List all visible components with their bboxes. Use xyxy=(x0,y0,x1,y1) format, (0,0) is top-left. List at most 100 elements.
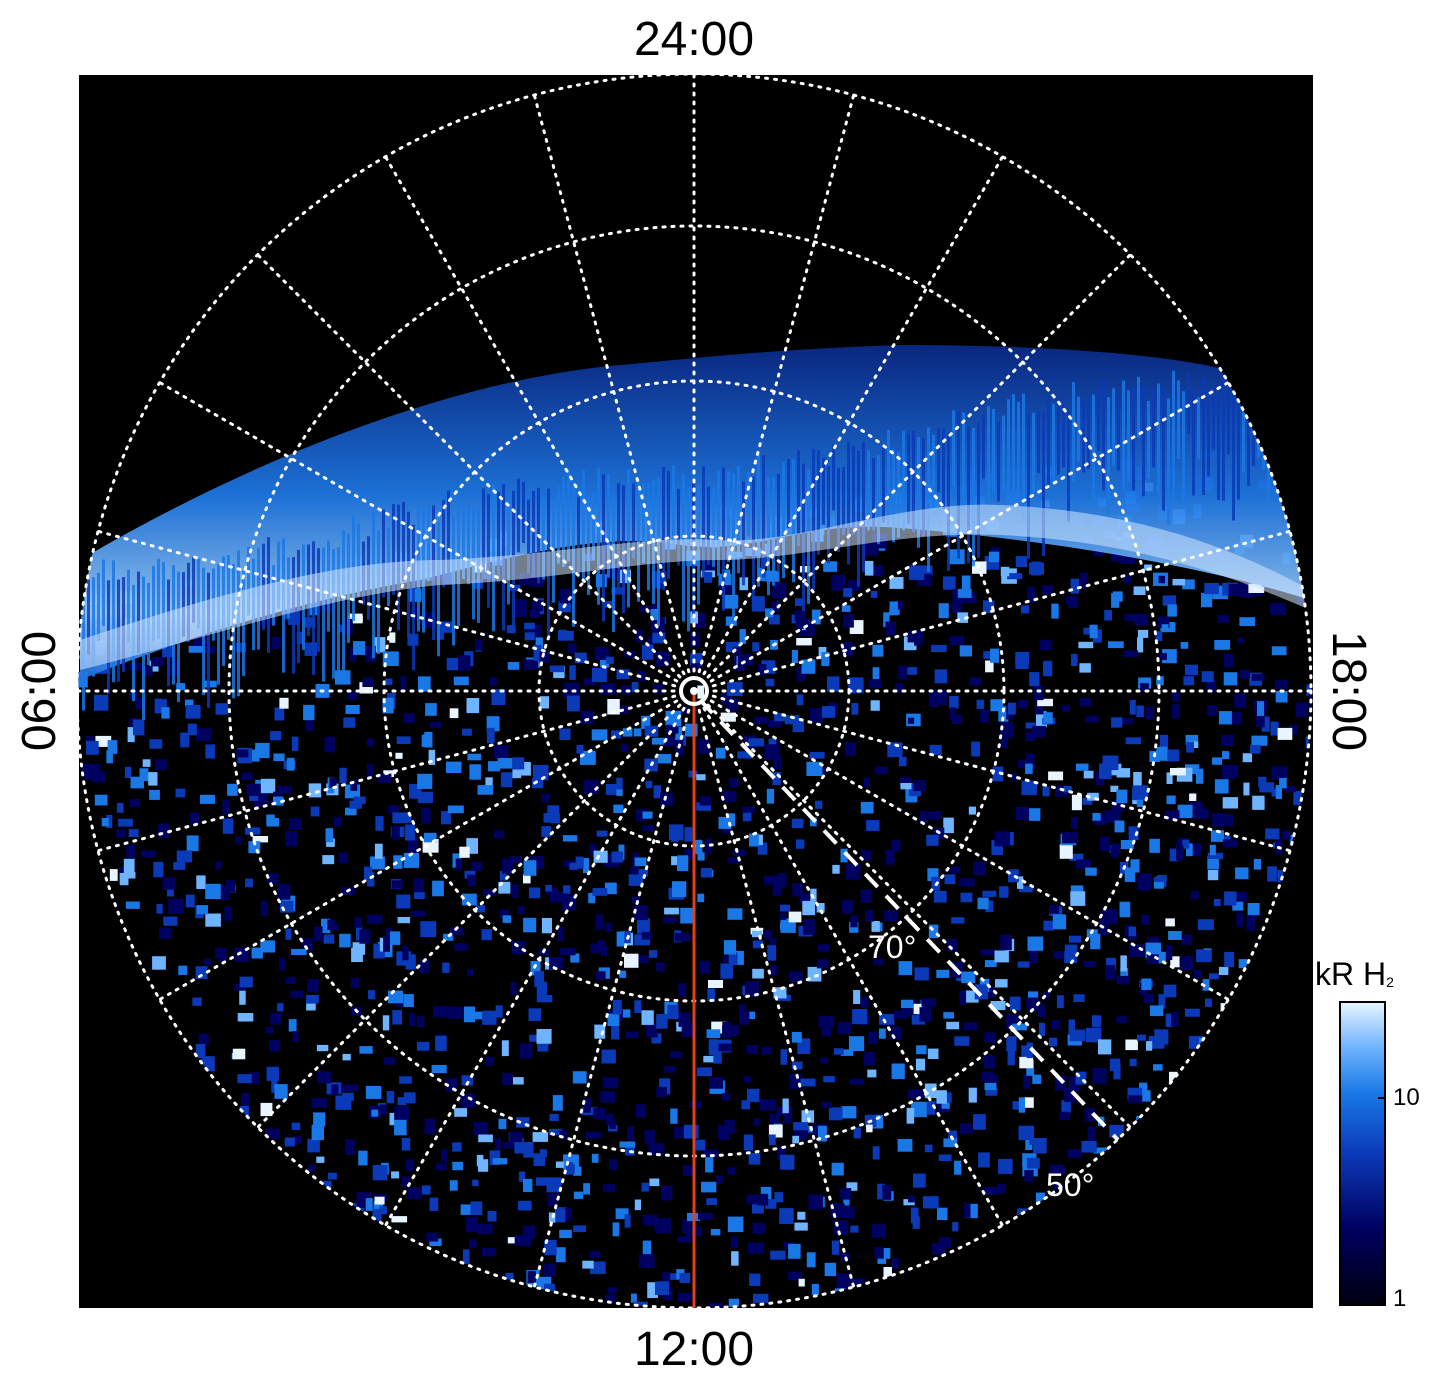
emission-pixel xyxy=(874,766,888,774)
emission-pixel xyxy=(382,697,394,714)
emission-pixel xyxy=(186,835,199,852)
oval-streak xyxy=(182,572,185,637)
emission-pixel xyxy=(271,636,281,650)
emission-pixel xyxy=(960,892,973,903)
emission-pixel xyxy=(847,677,864,694)
emission-pixel xyxy=(1156,746,1168,761)
oval-streak xyxy=(797,450,800,546)
emission-pixel xyxy=(634,1199,641,1211)
oval-streak xyxy=(1097,386,1100,451)
oval-streak xyxy=(1197,397,1200,460)
emission-pixel xyxy=(583,858,589,874)
oval-streak xyxy=(112,560,115,683)
emission-pixel xyxy=(619,970,627,978)
emission-pixel xyxy=(555,1208,566,1223)
emission-pixel xyxy=(284,1137,295,1147)
oval-streak xyxy=(157,558,160,640)
emission-pixel xyxy=(968,806,976,815)
emission-pixel xyxy=(127,872,136,879)
emission-pixel xyxy=(615,1208,629,1220)
emission-pixel xyxy=(512,1077,524,1085)
emission-pixel xyxy=(482,889,497,896)
emission-pixel xyxy=(752,968,764,979)
emission-pixel xyxy=(662,1271,671,1287)
emission-pixel xyxy=(811,1283,819,1295)
oval-streak xyxy=(562,476,565,567)
oval-streak xyxy=(97,572,100,642)
oval-streak xyxy=(402,501,405,582)
emission-pixel xyxy=(957,612,969,623)
emission-pixel xyxy=(507,1237,520,1244)
emission-pixel xyxy=(1156,875,1167,882)
emission-pixel xyxy=(634,934,651,946)
emission-pixel xyxy=(493,830,505,839)
emission-pixel xyxy=(868,679,882,689)
emission-pixel xyxy=(651,1033,662,1044)
meridian-line xyxy=(96,529,677,688)
emission-pixel xyxy=(633,1301,648,1308)
emission-pixel xyxy=(1025,722,1036,729)
emission-pixel xyxy=(607,699,620,715)
emission-pixel xyxy=(1048,771,1064,781)
emission-pixel xyxy=(545,885,552,892)
emission-pixel xyxy=(1283,786,1296,793)
emission-pixel xyxy=(844,742,856,756)
oval-streak xyxy=(772,476,775,586)
emission-pixel xyxy=(1201,671,1214,683)
emission-pixel xyxy=(386,1091,395,1104)
emission-pixel xyxy=(595,574,607,588)
emission-pixel xyxy=(559,947,576,956)
emission-pixel xyxy=(403,994,414,1007)
emission-pixel xyxy=(1194,969,1202,978)
emission-pixel xyxy=(871,1224,886,1238)
emission-pixel xyxy=(908,1089,924,1099)
emission-pixel xyxy=(389,632,396,643)
emission-pixel xyxy=(792,883,803,897)
emission-pixel xyxy=(761,1046,771,1055)
emission-pixel xyxy=(130,799,140,808)
emission-pixel xyxy=(373,943,385,959)
emission-pixel xyxy=(708,1039,718,1056)
emission-pixel xyxy=(1222,835,1231,842)
emission-pixel xyxy=(1114,820,1125,833)
oval-streak xyxy=(667,471,670,580)
emission-pixel xyxy=(990,546,1000,555)
emission-pixel xyxy=(695,839,703,855)
emission-pixel xyxy=(139,768,149,782)
emission-pixel xyxy=(951,714,963,724)
emission-pixel xyxy=(984,1082,997,1091)
oval-streak xyxy=(162,562,165,650)
emission-pixel xyxy=(266,1128,280,1139)
emission-pixel xyxy=(555,1161,564,1168)
emission-pixel xyxy=(462,728,472,736)
oval-streak xyxy=(1017,401,1020,510)
emission-pixel xyxy=(1082,798,1093,805)
emission-pixel xyxy=(1214,779,1229,794)
emission-pixel xyxy=(1028,991,1039,1001)
meridian-line xyxy=(706,253,1132,679)
emission-pixel xyxy=(620,705,630,714)
emission-pixel xyxy=(628,874,644,886)
emission-pixel xyxy=(893,1010,909,1019)
oval-streak xyxy=(1177,380,1180,459)
emission-pixel xyxy=(769,965,778,976)
oval-streak xyxy=(1067,410,1070,522)
meridian-line xyxy=(697,93,856,674)
emission-pixel xyxy=(682,1165,695,1177)
emission-pixel xyxy=(306,1000,316,1011)
emission-pixel xyxy=(1034,685,1044,701)
emission-pixel xyxy=(470,1201,483,1215)
oval-streak xyxy=(1122,380,1125,491)
emission-pixel xyxy=(349,647,357,662)
emission-pixel xyxy=(421,1185,431,1195)
emission-pixel xyxy=(780,1154,795,1170)
emission-pixel xyxy=(656,962,665,972)
emission-pixel xyxy=(572,1071,587,1084)
emission-pixel xyxy=(403,713,415,723)
emission-pixel xyxy=(1120,955,1127,972)
emission-pixel xyxy=(152,956,166,970)
emission-pixel xyxy=(1035,699,1044,715)
emission-pixel xyxy=(642,1214,657,1226)
oval-streak xyxy=(862,441,865,573)
emission-pixel xyxy=(383,1057,396,1065)
